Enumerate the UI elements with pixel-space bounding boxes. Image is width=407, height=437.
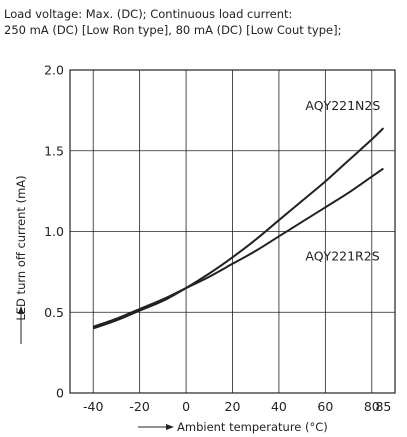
x-axis-arrow-head	[166, 424, 174, 430]
y-tick-label: 0	[56, 386, 64, 401]
y-tick-label: 1.0	[44, 224, 64, 239]
y-tick-label: 1.5	[44, 143, 64, 158]
series-label: AQY221N2S	[305, 98, 380, 113]
y-tick-label: 0.5	[44, 305, 64, 320]
chart-caption: Load voltage: Max. (DC); Continuous load…	[4, 6, 404, 38]
x-tick-label: 0	[182, 399, 190, 414]
y-axis-title: LED turn off current (mA)	[14, 175, 28, 320]
series-label: AQY221R2S	[305, 249, 379, 264]
series-line-aqy221r2s	[92, 167, 384, 328]
plot-frame	[69, 69, 396, 394]
x-axis-title: Ambient temperature (°C)	[177, 420, 328, 434]
x-tick-label: 40	[271, 399, 287, 414]
grid-lines	[70, 70, 395, 393]
x-tick-label: 80	[364, 399, 380, 414]
y-axis-arrow-head	[18, 306, 24, 314]
x-tick-label: -40	[83, 399, 103, 414]
y-tick-label: 2.0	[44, 63, 64, 78]
x-tick-label: -20	[129, 399, 149, 414]
y-axis-title-group: LED turn off current (mA)	[14, 175, 28, 320]
caption-line-1: Load voltage: Max. (DC); Continuous load…	[4, 7, 293, 21]
series-line-aqy221n2s	[92, 127, 385, 330]
series-labels: AQY221N2S AQY221R2S	[305, 98, 380, 263]
x-tick-label: 20	[225, 399, 241, 414]
x-tick-label: 60	[317, 399, 333, 414]
caption-line-2: 250 mA (DC) [Low Ron type], 80 mA (DC) […	[4, 23, 342, 37]
series-lines	[92, 127, 385, 330]
x-tick-label: 85	[375, 399, 391, 414]
